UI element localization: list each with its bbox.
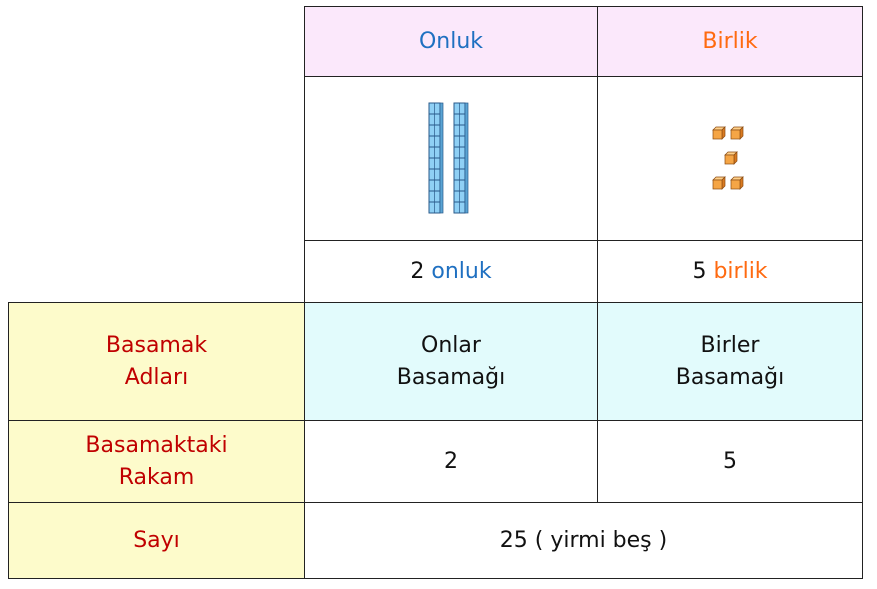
cube-front [730,179,741,189]
rod-side [439,102,444,213]
cell: 5 [597,420,863,503]
count-unit: birlik [713,258,768,284]
count-cell: 2 onluk [304,240,598,303]
cube-front [712,179,723,189]
image-cell [597,76,863,241]
line: Onlar [421,332,481,358]
row-label: Basamak Adları [8,302,305,421]
rod-side [464,102,469,213]
cell: 25 ( yirmi beş ) [304,502,863,579]
line: 2 [444,448,458,474]
total-label: Sayı [133,527,180,553]
count-number: 2 [410,258,425,284]
cell: Birler Basamağı [597,302,863,421]
cell: 2 [304,420,598,503]
line: Basamak [105,332,208,358]
row-label: Sayı [8,502,305,579]
count: 2 onluk [410,256,491,288]
cube-front [712,129,723,139]
line: 5 [723,448,737,474]
count-unit: onluk [431,258,492,284]
header: Onluk [418,28,484,54]
line: Basamağı [396,364,506,390]
header-cell: Birlik [597,6,863,77]
cube-front [724,154,735,164]
row-label: Basamaktaki Rakam [8,420,305,503]
total-value: 25 ( yirmi beş ) [499,527,668,553]
line: Basamaktaki [85,432,228,458]
count-number: 5 [692,258,707,284]
count-cell: 5 birlik [597,240,863,303]
line: Rakam [118,464,195,490]
line: Birler [700,332,760,358]
image-cell [304,76,598,241]
count: 5 birlik [692,256,767,288]
cube-front [730,129,741,139]
header-cell: Onluk [304,6,598,77]
unit-cubes [712,125,744,190]
line: Adları [124,364,189,390]
header: Birlik [702,28,758,54]
tens-rods [428,102,469,213]
line: Basamağı [675,364,785,390]
cell: Onlar Basamağı [304,302,598,421]
